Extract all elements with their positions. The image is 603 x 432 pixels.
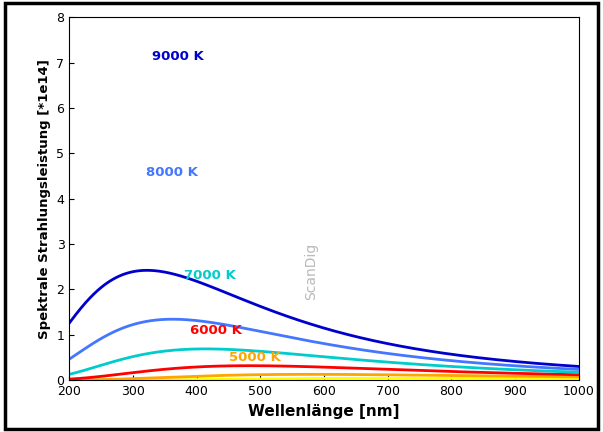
Text: 6000 K: 6000 K [191, 324, 242, 337]
Text: ScanDig: ScanDig [305, 243, 318, 300]
Text: 5000 K: 5000 K [229, 351, 280, 364]
X-axis label: Wellenlänge [nm]: Wellenlänge [nm] [248, 403, 400, 419]
Text: 7000 K: 7000 K [184, 270, 236, 283]
Text: 8000 K: 8000 K [146, 166, 198, 179]
Text: 9000 K: 9000 K [152, 51, 204, 64]
Y-axis label: Spektrale Strahlungsleistung [*1e14]: Spektrale Strahlungsleistung [*1e14] [38, 59, 51, 339]
